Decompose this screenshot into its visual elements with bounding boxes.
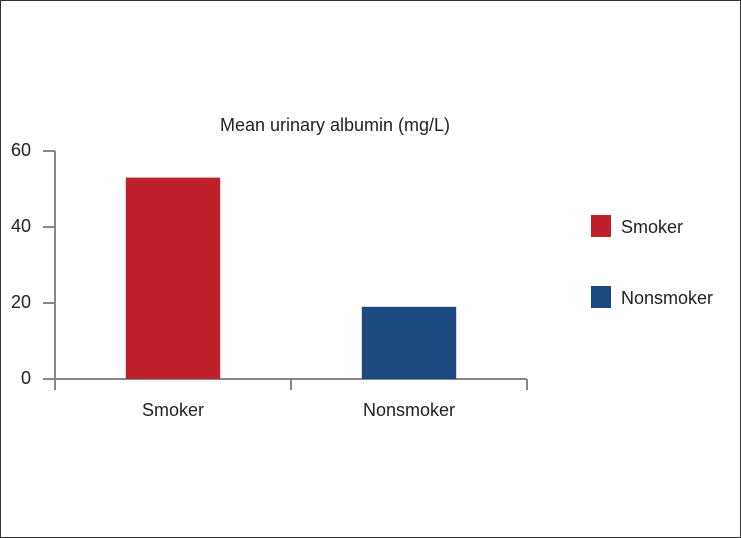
- legend-label: Nonsmoker: [621, 288, 713, 308]
- y-tick-label: 20: [11, 292, 31, 312]
- bar: [361, 306, 457, 379]
- legend-swatch: [591, 286, 611, 308]
- bar: [125, 177, 221, 379]
- legend-label: Smoker: [621, 217, 683, 237]
- x-tick-label: Smoker: [142, 400, 204, 420]
- x-tick-label: Nonsmoker: [363, 400, 455, 420]
- y-tick-label: 40: [11, 216, 31, 236]
- y-tick-label: 0: [21, 368, 31, 388]
- y-tick-label: 60: [11, 140, 31, 160]
- legend-swatch: [591, 215, 611, 237]
- chart-title: Mean urinary albumin (mg/L): [220, 115, 450, 135]
